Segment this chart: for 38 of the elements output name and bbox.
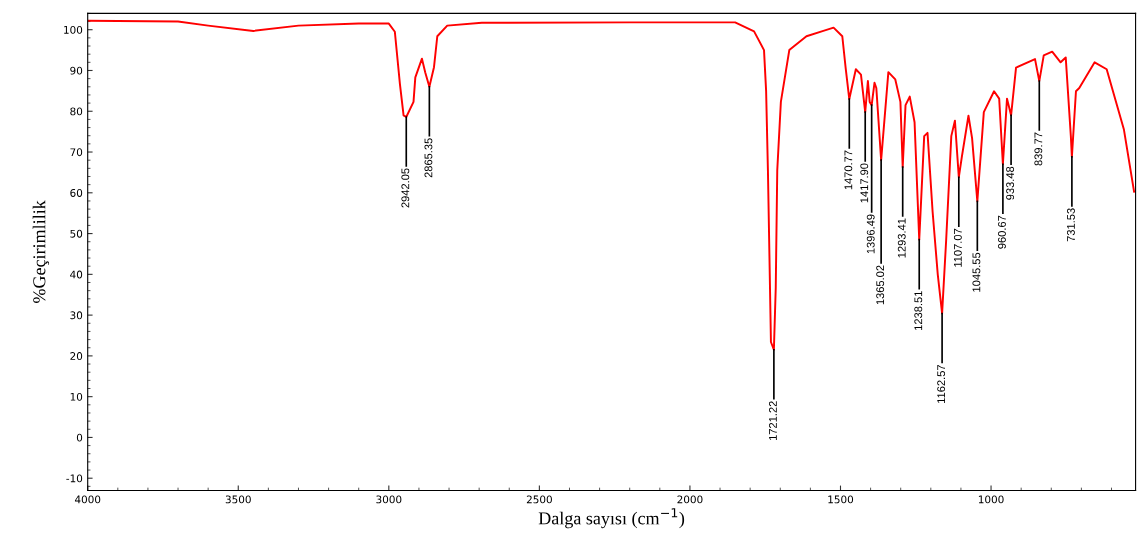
y-tick-label: 20 (70, 352, 83, 360)
x-tick-label: 3500 (225, 495, 251, 504)
x-tick-label: 1500 (828, 495, 854, 504)
annotation: 2865.35 (424, 138, 433, 178)
x-tick-label: 4000 (74, 495, 101, 504)
annotation: 1162.57 (937, 365, 946, 403)
annotation: 960.67 (998, 215, 1006, 249)
annotation: 1396.49 (866, 214, 875, 254)
annotation: 1238.51 (914, 291, 923, 330)
y-tick-label: 90 (70, 66, 83, 75)
y-tick-label: 70 (70, 148, 83, 157)
y-tick-label: 100 (64, 25, 83, 34)
annotation: 2942.05 (401, 168, 410, 208)
y-tick-label: 40 (70, 270, 83, 279)
annotation: 1721.22 (768, 401, 777, 441)
y-tick-label: 50 (70, 229, 83, 238)
x-axis-title: Dalga sayısı (cm$^{−1}$) (538, 508, 685, 529)
x-tick-label: 2500 (526, 495, 552, 504)
annotation: 1365.02 (876, 265, 885, 305)
annotation: 1045.55 (972, 252, 981, 292)
y-tick-label: -10 (66, 474, 83, 483)
y-tick-label: 0 (76, 433, 83, 442)
annotation: 1293.41 (897, 218, 906, 258)
y-tick-label: 10 (70, 392, 83, 401)
y-axis-title: %Geçirimlilik (32, 200, 50, 303)
x-tick-label: 2000 (677, 495, 703, 504)
annotation: 839.77 (1034, 132, 1043, 166)
annotation: 1417.90 (860, 163, 869, 203)
y-tick-label: 60 (70, 189, 83, 197)
annotation: 933.48 (1006, 166, 1015, 200)
annotation: 1107.07 (953, 228, 962, 267)
x-tick-label: 3000 (376, 495, 402, 504)
y-tick-label: 80 (70, 107, 83, 116)
x-tick-label: 1000 (978, 495, 1004, 504)
annotation: 1470.77 (844, 150, 853, 190)
annotation: 731.53 (1067, 208, 1075, 242)
y-tick-label: 30 (70, 311, 83, 320)
line-series (87, 19, 1136, 351)
